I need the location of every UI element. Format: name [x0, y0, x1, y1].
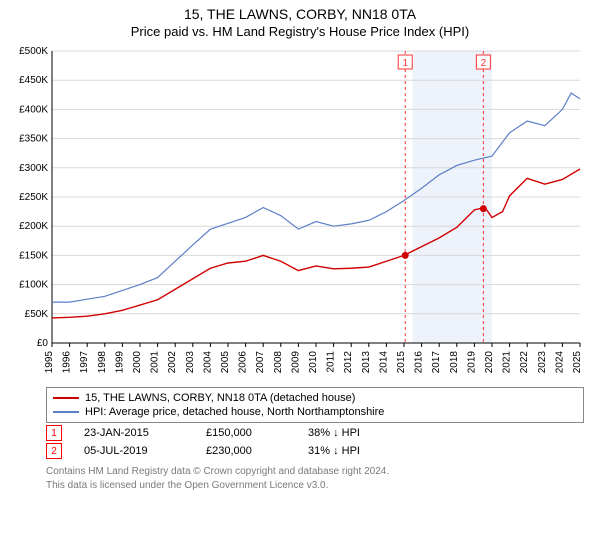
sale-row-2: 2 05-JUL-2019 £230,000 31% ↓ HPI: [46, 443, 584, 459]
svg-text:£400K: £400K: [19, 104, 48, 115]
svg-text:£350K: £350K: [19, 134, 48, 145]
svg-text:£300K: £300K: [19, 163, 48, 174]
svg-text:2024: 2024: [554, 351, 565, 374]
svg-text:£0: £0: [37, 338, 49, 349]
sale-marker-1: 1: [46, 425, 62, 441]
svg-text:2: 2: [481, 58, 487, 69]
svg-text:1996: 1996: [62, 351, 73, 374]
legend-item-property: 15, THE LAWNS, CORBY, NN18 0TA (detached…: [53, 391, 577, 405]
svg-text:2003: 2003: [185, 351, 196, 374]
svg-text:2006: 2006: [238, 351, 249, 374]
svg-text:2021: 2021: [502, 351, 513, 374]
legend-swatch-hpi: [53, 411, 79, 413]
svg-text:2000: 2000: [132, 351, 143, 374]
svg-text:2011: 2011: [326, 351, 337, 373]
svg-text:2025: 2025: [572, 351, 583, 374]
legend-item-hpi: HPI: Average price, detached house, Nort…: [53, 405, 577, 419]
footer-attribution: Contains HM Land Registry data © Crown c…: [46, 465, 584, 492]
svg-text:£250K: £250K: [19, 192, 48, 203]
svg-text:1: 1: [402, 58, 408, 69]
svg-text:2016: 2016: [414, 351, 425, 374]
svg-text:£100K: £100K: [19, 280, 48, 291]
svg-text:2017: 2017: [431, 351, 442, 374]
svg-text:£50K: £50K: [25, 309, 49, 320]
svg-text:£500K: £500K: [19, 47, 48, 57]
chart-title: 15, THE LAWNS, CORBY, NN18 0TA: [0, 0, 600, 22]
svg-text:1995: 1995: [44, 351, 55, 374]
svg-text:2010: 2010: [308, 351, 319, 374]
svg-text:2013: 2013: [361, 351, 372, 374]
svg-text:2014: 2014: [378, 351, 389, 374]
sale-delta: 31% ↓ HPI: [308, 445, 360, 457]
sale-date: 23-JAN-2015: [84, 427, 184, 439]
svg-text:2023: 2023: [537, 351, 548, 374]
svg-text:2022: 2022: [519, 351, 530, 374]
svg-text:1997: 1997: [79, 351, 90, 374]
sale-date: 05-JUL-2019: [84, 445, 184, 457]
legend-label-hpi: HPI: Average price, detached house, Nort…: [85, 406, 384, 418]
svg-text:£450K: £450K: [19, 75, 48, 86]
sale-delta: 38% ↓ HPI: [308, 427, 360, 439]
svg-text:2004: 2004: [202, 351, 213, 374]
svg-text:2015: 2015: [396, 351, 407, 374]
svg-text:2008: 2008: [273, 351, 284, 374]
legend-label-property: 15, THE LAWNS, CORBY, NN18 0TA (detached…: [85, 392, 355, 404]
svg-text:2020: 2020: [484, 351, 495, 374]
sale-price: £230,000: [206, 445, 286, 457]
legend-swatch-property: [53, 397, 79, 399]
chart-subtitle: Price paid vs. HM Land Registry's House …: [0, 22, 600, 39]
svg-text:£200K: £200K: [19, 221, 48, 232]
svg-text:1998: 1998: [97, 351, 108, 374]
price-chart: £0 £50K £100K £150K £200K £250K £300K £350K £400…: [8, 47, 588, 383]
svg-text:1999: 1999: [114, 351, 125, 374]
sale-row-1: 1 23-JAN-2015 £150,000 38% ↓ HPI: [46, 425, 584, 441]
svg-text:2001: 2001: [150, 351, 161, 374]
svg-text:2007: 2007: [255, 351, 266, 374]
sale-price: £150,000: [206, 427, 286, 439]
svg-text:2019: 2019: [466, 351, 477, 374]
svg-text:2002: 2002: [167, 351, 178, 374]
sale-marker-2: 2: [46, 443, 62, 459]
legend: 15, THE LAWNS, CORBY, NN18 0TA (detached…: [46, 387, 584, 423]
svg-text:2009: 2009: [290, 351, 301, 374]
svg-text:£150K: £150K: [19, 250, 48, 261]
svg-text:2012: 2012: [343, 351, 354, 374]
svg-text:2005: 2005: [220, 351, 231, 374]
svg-text:2018: 2018: [449, 351, 460, 374]
